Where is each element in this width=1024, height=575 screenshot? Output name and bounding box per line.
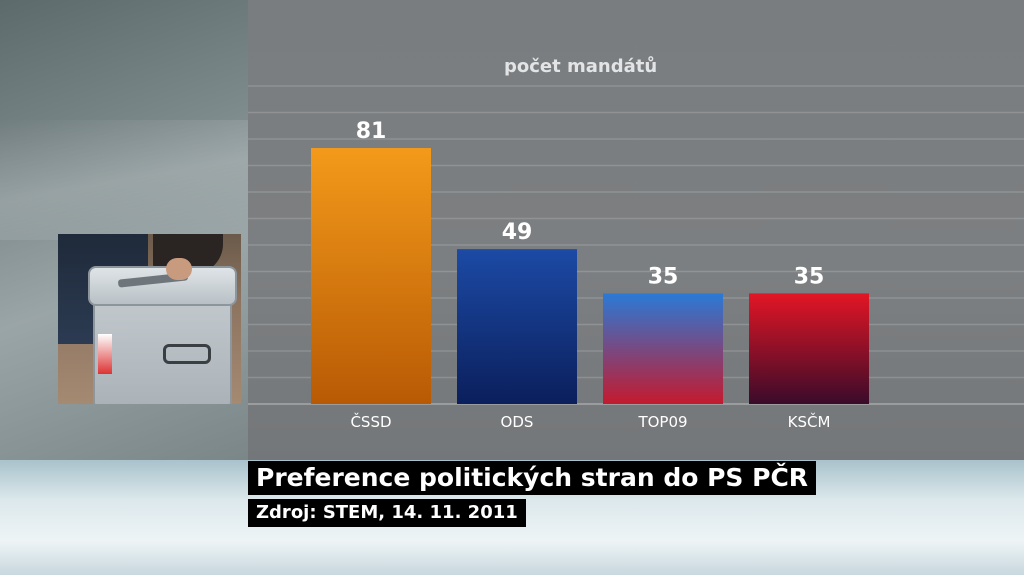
caption-source: Zdroj: STEM, 14. 11. 2011 <box>248 499 526 527</box>
bar-čssd <box>311 148 431 404</box>
ballot-box-handle <box>163 344 211 364</box>
bar-top09 <box>603 293 723 404</box>
chart-bars <box>311 148 869 404</box>
caption-title: Preference politických stran do PS PČR <box>248 461 817 495</box>
ballot-box-photo <box>58 234 241 404</box>
chart-subtitle: počet mandátů <box>504 56 658 77</box>
bar-value-label: 81 <box>356 119 387 144</box>
voter-hand <box>166 258 192 280</box>
bar-value-label: 49 <box>502 220 533 245</box>
bar-ods <box>457 249 577 404</box>
category-label: TOP09 <box>637 413 687 431</box>
ballot-box-lid <box>88 266 237 306</box>
category-label: ČSSD <box>350 412 391 431</box>
bar-value-label: 35 <box>794 264 825 289</box>
bar-ksčm <box>749 293 869 404</box>
chart-labels: 81 ČSSD 49 ODS 35 TOP09 35 KSČM <box>350 119 830 431</box>
category-label: KSČM <box>788 412 831 431</box>
bar-chart: 81 ČSSD 49 ODS 35 TOP09 35 KSČM <box>248 85 1024 431</box>
category-label: ODS <box>501 413 534 431</box>
bar-value-label: 35 <box>648 264 679 289</box>
ballot-box-sticker <box>98 334 112 374</box>
